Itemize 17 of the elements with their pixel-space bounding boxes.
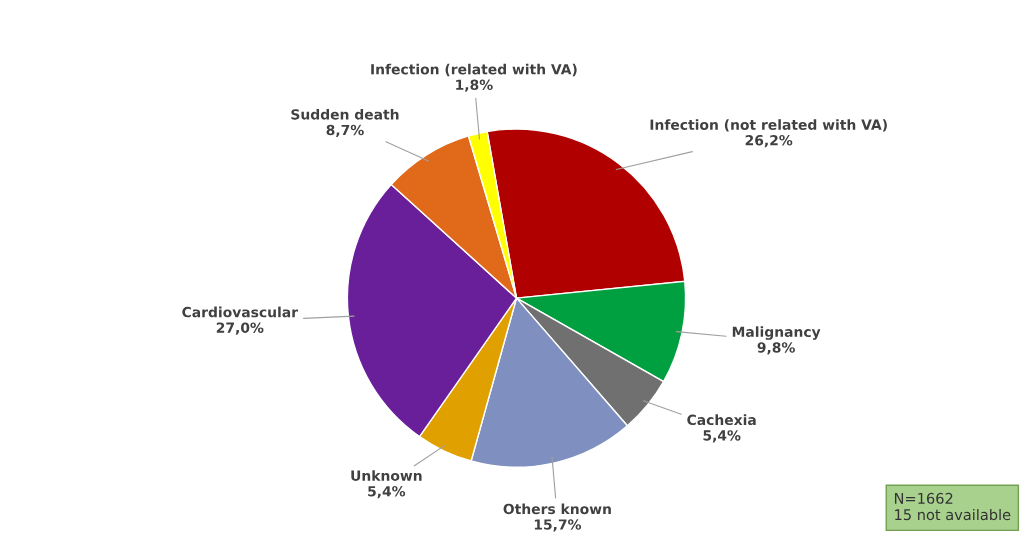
data-label: 5,4% [368, 485, 406, 499]
data-label: 9,8% [757, 342, 795, 355]
data-label: 15,7% [534, 519, 582, 532]
slice-label: Malignancy [732, 326, 821, 340]
slice-label: Infection (not related with VA) [650, 119, 887, 132]
slice-label: Sudden death [291, 108, 399, 120]
data-label: 27,0% [216, 322, 264, 335]
slice-label: Infection (related with VA) [371, 63, 577, 77]
data-label: 26,2% [745, 134, 793, 148]
slice-label: Unknown [351, 470, 422, 481]
slice-label: Cachexia [687, 414, 756, 426]
slice-label: Cardiovascular [182, 306, 298, 318]
data-label: 5,4% [703, 430, 741, 443]
text: N=1662 15 not available [894, 492, 1011, 521]
data-label: 1,8% [456, 79, 493, 92]
slice-label: Others known [503, 503, 611, 515]
data-label: 8,7% [326, 124, 364, 137]
